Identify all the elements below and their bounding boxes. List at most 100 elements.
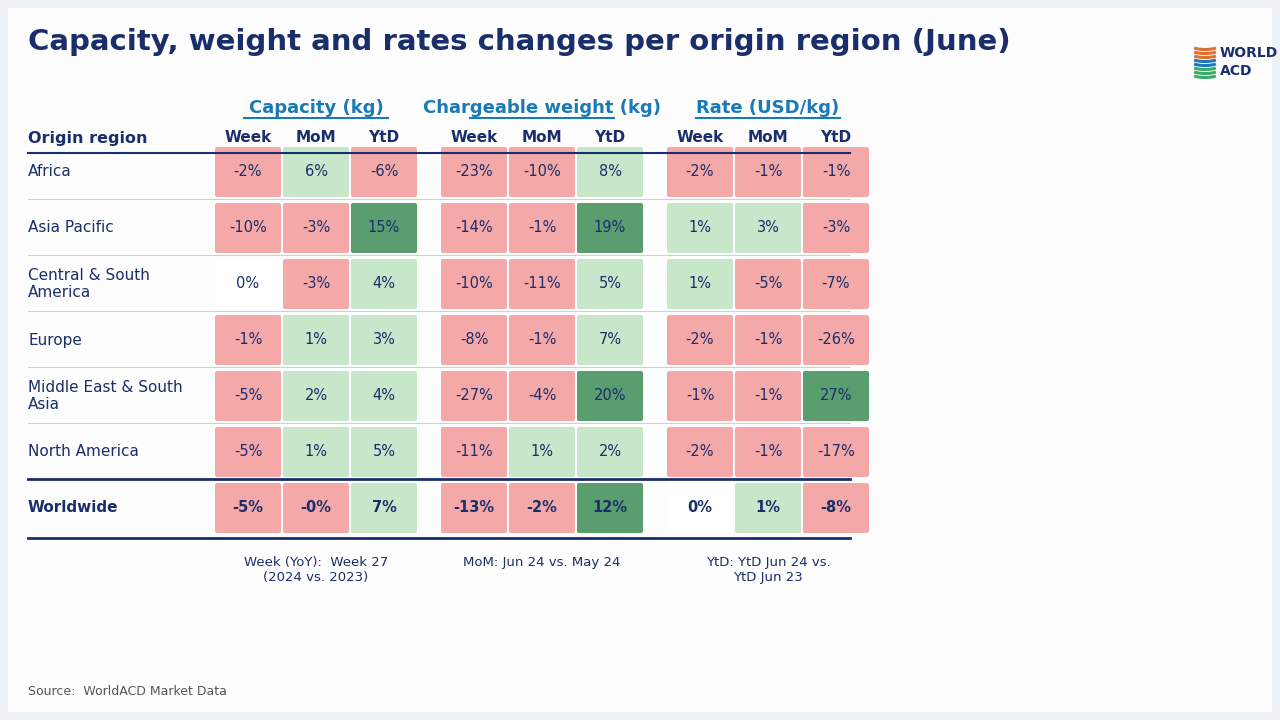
Text: -0%: -0% [301, 500, 332, 516]
Text: -11%: -11% [456, 444, 493, 459]
Text: Source:  WorldACD Market Data: Source: WorldACD Market Data [28, 685, 227, 698]
Text: 1%: 1% [755, 500, 781, 516]
Text: 4%: 4% [372, 389, 396, 403]
FancyBboxPatch shape [442, 203, 507, 253]
FancyBboxPatch shape [283, 147, 349, 197]
FancyBboxPatch shape [283, 259, 349, 309]
FancyBboxPatch shape [577, 483, 643, 533]
Text: 5%: 5% [372, 444, 396, 459]
FancyBboxPatch shape [735, 371, 801, 421]
FancyBboxPatch shape [667, 259, 733, 309]
Text: -8%: -8% [820, 500, 851, 516]
FancyBboxPatch shape [442, 483, 507, 533]
FancyBboxPatch shape [283, 371, 349, 421]
Text: 6%: 6% [305, 164, 328, 179]
FancyBboxPatch shape [735, 147, 801, 197]
Text: 3%: 3% [756, 220, 780, 235]
FancyBboxPatch shape [442, 315, 507, 365]
FancyBboxPatch shape [351, 259, 417, 309]
Text: Africa: Africa [28, 164, 72, 179]
FancyBboxPatch shape [509, 315, 575, 365]
Text: -1%: -1% [527, 220, 557, 235]
Text: Rate (USD/kg): Rate (USD/kg) [696, 99, 840, 117]
Text: -23%: -23% [456, 164, 493, 179]
Text: -10%: -10% [456, 276, 493, 292]
Text: -11%: -11% [524, 276, 561, 292]
Text: -5%: -5% [234, 389, 262, 403]
FancyBboxPatch shape [351, 147, 417, 197]
Text: MoM: MoM [522, 130, 562, 145]
FancyBboxPatch shape [215, 371, 282, 421]
FancyBboxPatch shape [215, 147, 282, 197]
Text: MoM: Jun 24 vs. May 24: MoM: Jun 24 vs. May 24 [463, 556, 621, 569]
Text: -10%: -10% [229, 220, 266, 235]
Text: Capacity, weight and rates changes per origin region (June): Capacity, weight and rates changes per o… [28, 28, 1011, 56]
Text: -2%: -2% [234, 164, 262, 179]
Text: -27%: -27% [456, 389, 493, 403]
Text: Asia Pacific: Asia Pacific [28, 220, 114, 235]
FancyBboxPatch shape [577, 147, 643, 197]
FancyBboxPatch shape [667, 147, 733, 197]
Text: YtD: YtD Jun 24 vs.
YtD Jun 23: YtD: YtD Jun 24 vs. YtD Jun 23 [705, 556, 831, 584]
Ellipse shape [212, 276, 387, 404]
FancyBboxPatch shape [735, 259, 801, 309]
Text: -5%: -5% [234, 444, 262, 459]
FancyBboxPatch shape [509, 427, 575, 477]
Text: Week (YoY):  Week 27
(2024 vs. 2023): Week (YoY): Week 27 (2024 vs. 2023) [244, 556, 388, 584]
Text: -6%: -6% [370, 164, 398, 179]
FancyBboxPatch shape [577, 203, 643, 253]
FancyBboxPatch shape [577, 427, 643, 477]
Text: Central & South
America: Central & South America [28, 268, 150, 300]
Text: MoM: MoM [296, 130, 337, 145]
Text: 7%: 7% [371, 500, 397, 516]
Text: 8%: 8% [599, 164, 622, 179]
Ellipse shape [710, 444, 790, 495]
FancyBboxPatch shape [667, 483, 733, 533]
Text: -1%: -1% [754, 333, 782, 348]
Text: -26%: -26% [817, 333, 855, 348]
FancyBboxPatch shape [509, 371, 575, 421]
Text: -3%: -3% [302, 220, 330, 235]
Text: 19%: 19% [594, 220, 626, 235]
FancyBboxPatch shape [351, 371, 417, 421]
FancyBboxPatch shape [442, 427, 507, 477]
Text: MoM: MoM [748, 130, 788, 145]
FancyBboxPatch shape [351, 483, 417, 533]
Text: 15%: 15% [367, 220, 401, 235]
Text: -10%: -10% [524, 164, 561, 179]
FancyBboxPatch shape [509, 483, 575, 533]
Text: Chargeable weight (kg): Chargeable weight (kg) [422, 99, 660, 117]
FancyBboxPatch shape [351, 315, 417, 365]
Text: 1%: 1% [530, 444, 553, 459]
FancyBboxPatch shape [803, 427, 869, 477]
Text: Week: Week [451, 130, 498, 145]
Text: 20%: 20% [594, 389, 626, 403]
FancyBboxPatch shape [735, 315, 801, 365]
FancyBboxPatch shape [667, 315, 733, 365]
FancyBboxPatch shape [8, 8, 1272, 712]
Text: Europe: Europe [28, 333, 82, 348]
Text: Week: Week [224, 130, 271, 145]
FancyBboxPatch shape [215, 315, 282, 365]
Text: -17%: -17% [817, 444, 855, 459]
FancyBboxPatch shape [577, 315, 643, 365]
FancyBboxPatch shape [803, 147, 869, 197]
Text: -7%: -7% [822, 276, 850, 292]
Text: 1%: 1% [305, 333, 328, 348]
FancyBboxPatch shape [803, 259, 869, 309]
Text: -1%: -1% [822, 164, 850, 179]
Text: -14%: -14% [456, 220, 493, 235]
Text: 5%: 5% [599, 276, 622, 292]
Text: North America: North America [28, 444, 138, 459]
FancyBboxPatch shape [442, 147, 507, 197]
Text: -1%: -1% [754, 389, 782, 403]
Text: 1%: 1% [305, 444, 328, 459]
FancyBboxPatch shape [803, 483, 869, 533]
Text: -1%: -1% [754, 164, 782, 179]
Text: 2%: 2% [599, 444, 622, 459]
FancyBboxPatch shape [667, 427, 733, 477]
FancyBboxPatch shape [577, 371, 643, 421]
Text: -1%: -1% [686, 389, 714, 403]
FancyBboxPatch shape [735, 203, 801, 253]
FancyBboxPatch shape [283, 203, 349, 253]
